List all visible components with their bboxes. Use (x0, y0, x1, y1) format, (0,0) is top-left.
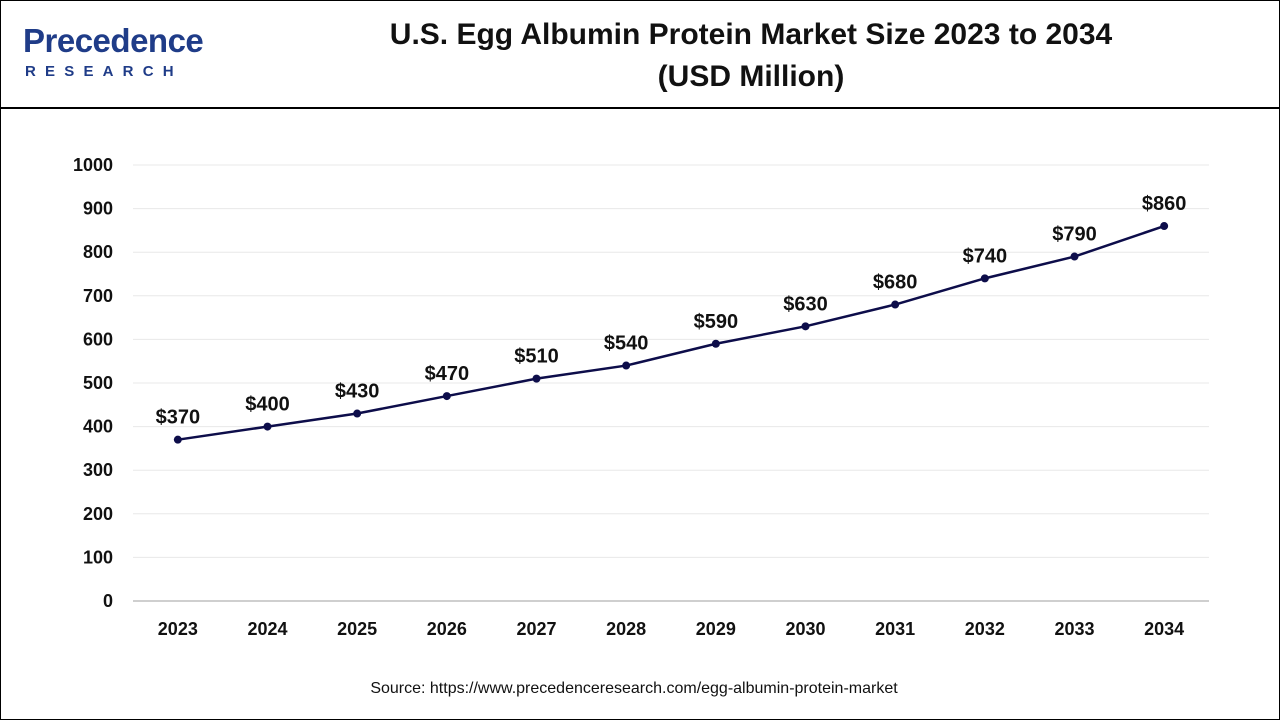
data-point (264, 423, 272, 431)
x-tick-label: 2032 (965, 619, 1005, 639)
data-point (1160, 222, 1168, 230)
x-tick-label: 2025 (337, 619, 377, 639)
y-tick-label: 900 (83, 199, 113, 219)
chart-title-line-2: (USD Million) (301, 56, 1201, 98)
data-label: $680 (873, 272, 918, 294)
data-point (891, 301, 899, 309)
brand-subtitle: RESEARCH (25, 63, 183, 81)
data-label: $400 (245, 394, 290, 416)
y-tick-label: 800 (83, 242, 113, 262)
data-point (622, 362, 630, 370)
x-tick-label: 2034 (1144, 619, 1184, 639)
y-tick-label: 1000 (73, 155, 113, 175)
data-point (533, 375, 541, 383)
y-tick-label: 300 (83, 460, 113, 480)
data-point (712, 340, 720, 348)
x-tick-label: 2029 (696, 619, 736, 639)
data-label: $790 (1052, 224, 1097, 246)
data-point (174, 436, 182, 444)
data-points (174, 222, 1168, 444)
header: Precedence RESEARCH U.S. Egg Albumin Pro… (1, 1, 1280, 109)
brand-name: Precedence (23, 23, 203, 59)
data-label: $590 (694, 311, 739, 333)
x-tick-label: 2027 (516, 619, 556, 639)
data-point (443, 392, 451, 400)
data-label: $430 (335, 381, 380, 403)
data-point (802, 322, 810, 330)
chart-area: 01002003004005006007008009001000 2023202… (1, 111, 1280, 671)
y-tick-label: 200 (83, 504, 113, 524)
x-tick-label: 2024 (247, 619, 287, 639)
data-label: $630 (783, 293, 828, 315)
y-tick-label: 100 (83, 547, 113, 567)
y-tick-label: 700 (83, 286, 113, 306)
gridlines (133, 165, 1209, 557)
brand-logo: Precedence RESEARCH (23, 23, 223, 85)
x-tick-label: 2028 (606, 619, 646, 639)
y-tick-label: 400 (83, 417, 113, 437)
data-label: $740 (963, 245, 1008, 267)
x-tick-label: 2026 (427, 619, 467, 639)
data-labels: $370 $400 $430 $470 $510 $540 $590 $630 $680 $740… (156, 193, 1187, 429)
y-tick-label: 0 (103, 591, 113, 611)
line-chart: 01002003004005006007008009001000 2023202… (1, 111, 1280, 671)
data-label: $540 (604, 333, 649, 355)
x-tick-label: 2030 (785, 619, 825, 639)
x-axis-ticks: 2023 2024 2025 2026 2027 2028 2029 2030 2031 2032… (158, 619, 1184, 639)
y-tick-label: 600 (83, 329, 113, 349)
data-label: $370 (156, 407, 201, 429)
data-label: $510 (514, 346, 559, 368)
data-point (1071, 253, 1079, 261)
y-axis-ticks: 0 100 200 300 400 500 600 700 800 900 1000 (73, 155, 113, 611)
x-tick-label: 2023 (158, 619, 198, 639)
x-tick-label: 2031 (875, 619, 915, 639)
data-point (353, 410, 361, 418)
chart-title: U.S. Egg Albumin Protein Market Size 202… (301, 14, 1201, 98)
data-label: $860 (1142, 193, 1187, 215)
data-label: $470 (425, 363, 470, 385)
data-point (981, 274, 989, 282)
series-line (178, 226, 1164, 440)
source-note: Source: https://www.precedenceresearch.c… (1, 680, 1267, 698)
chart-title-line-1: U.S. Egg Albumin Protein Market Size 202… (301, 14, 1201, 56)
x-tick-label: 2033 (1054, 619, 1094, 639)
y-tick-label: 500 (83, 373, 113, 393)
